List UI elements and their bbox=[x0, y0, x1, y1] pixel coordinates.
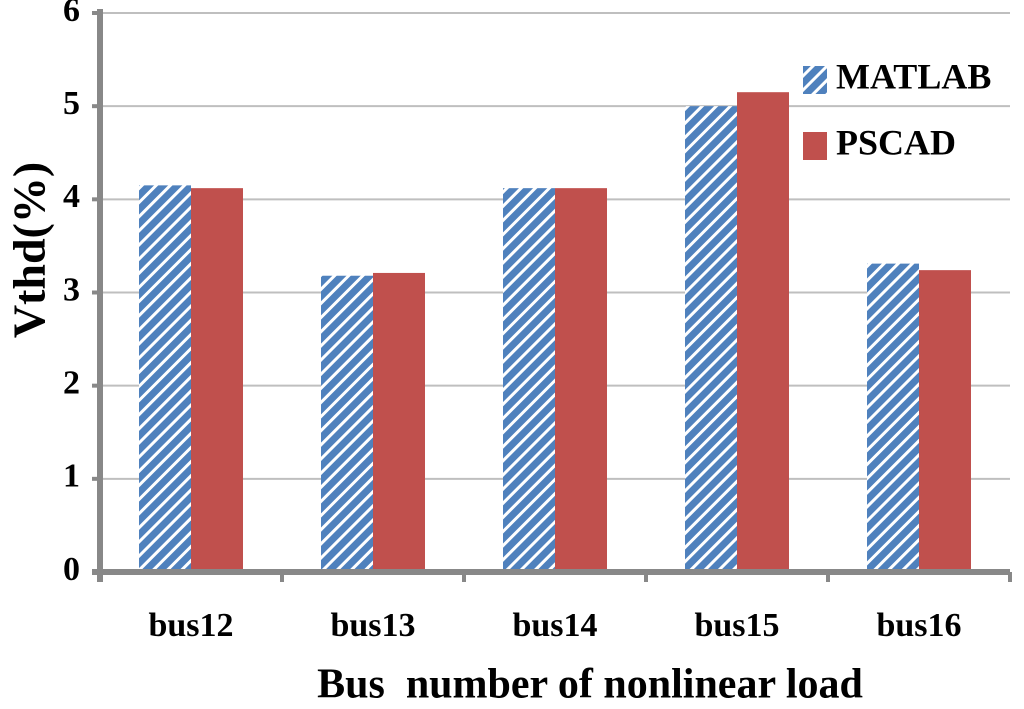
x-axis-label: Bus number of nonlinear load bbox=[317, 662, 863, 708]
bar bbox=[737, 92, 789, 573]
legend-swatch bbox=[803, 66, 827, 94]
y-tick-label: 2 bbox=[63, 364, 80, 401]
y-tick-label: 0 bbox=[63, 551, 80, 588]
x-tick-label: bus14 bbox=[512, 607, 597, 644]
bar bbox=[139, 185, 191, 572]
x-tick-label: bus12 bbox=[148, 607, 233, 644]
bar bbox=[867, 263, 919, 572]
y-tick-label: 5 bbox=[63, 85, 80, 122]
y-tick-label: 3 bbox=[63, 271, 80, 308]
x-tick-label: bus15 bbox=[694, 607, 779, 644]
x-tick-label: bus13 bbox=[330, 607, 415, 644]
bar bbox=[503, 188, 555, 573]
y-axis-label: Vthd(%) bbox=[4, 162, 55, 338]
bar bbox=[191, 188, 243, 573]
bar bbox=[919, 270, 971, 572]
y-tick-label: 1 bbox=[63, 458, 80, 495]
bar bbox=[555, 188, 607, 573]
y-tick-label: 4 bbox=[63, 178, 80, 215]
bar bbox=[373, 272, 425, 572]
legend-label: MATLAB bbox=[836, 56, 991, 96]
y-tick-label: 6 bbox=[63, 0, 80, 29]
bar bbox=[685, 106, 737, 573]
legend-swatch bbox=[803, 132, 827, 160]
legend-label: PSCAD bbox=[836, 122, 956, 162]
x-tick-label: bus16 bbox=[876, 607, 961, 644]
bar bbox=[321, 275, 373, 572]
